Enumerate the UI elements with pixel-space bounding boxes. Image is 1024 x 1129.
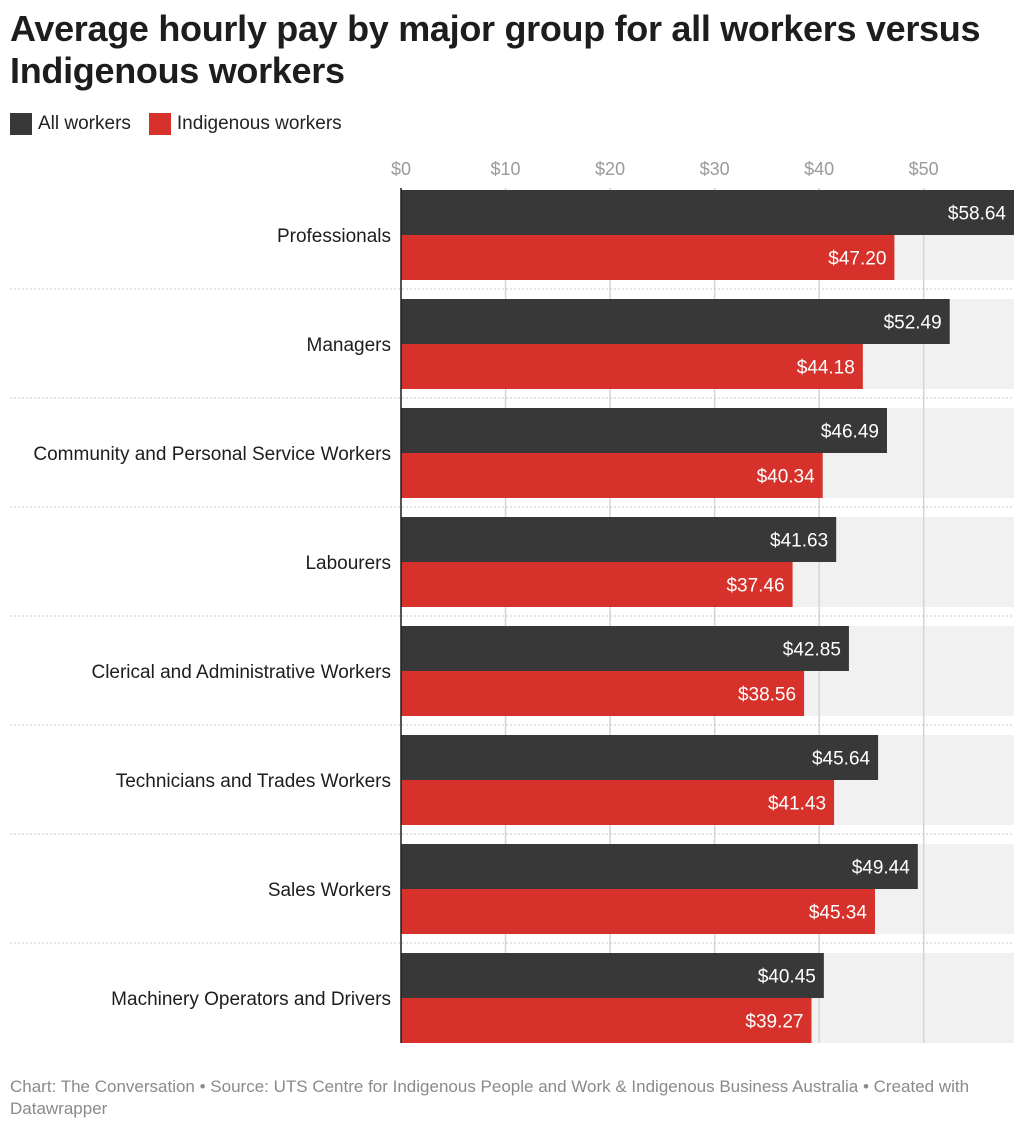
category-label-managers: Managers (307, 335, 392, 356)
category-label-labourers: Labourers (305, 553, 391, 574)
legend-swatch-all-workers (10, 113, 32, 135)
bar-indigenous-workers-community-and-personal-service-workers (401, 453, 823, 498)
value-label: $39.27 (745, 1012, 803, 1033)
value-label: $41.63 (770, 531, 828, 552)
value-label: $52.49 (884, 313, 942, 334)
x-tick-label: $50 (909, 159, 939, 179)
bar-chart: $0 $10 $20 $30 $40 $50 $58.64 $47.20 Professiona… (10, 159, 1014, 1043)
category-label-technicians-and-trades-workers: Technicians and Trades Workers (116, 771, 391, 792)
bar-all-workers-clerical-and-administrative-workers (401, 626, 849, 671)
bar-all-workers-managers (401, 299, 950, 344)
bar-all-workers-community-and-personal-service-workers (401, 408, 887, 453)
bar-all-workers-sales-workers (401, 844, 918, 889)
category-label-machinery-operators-and-drivers: Machinery Operators and Drivers (111, 989, 391, 1010)
bar-all-workers-machinery-operators-and-drivers (401, 953, 824, 998)
bar-indigenous-workers-sales-workers (401, 889, 875, 934)
value-label: $37.46 (726, 576, 784, 597)
bar-indigenous-workers-professionals (401, 235, 895, 280)
category-label-professionals: Professionals (277, 226, 391, 247)
legend-label-indigenous-workers: Indigenous workers (176, 113, 342, 134)
bar-indigenous-workers-machinery-operators-and-drivers (401, 998, 812, 1043)
legend-item-indigenous-workers: Indigenous workers (148, 113, 342, 135)
bar-all-workers-professionals (401, 190, 1014, 235)
value-label: $42.85 (783, 640, 841, 661)
bar-all-workers-labourers (401, 517, 837, 562)
x-tick-label: $0 (391, 159, 411, 179)
bar-indigenous-workers-technicians-and-trades-workers (401, 780, 835, 825)
value-label: $58.64 (948, 204, 1007, 225)
chart-footer: Chart: The Conversation • Source: UTS Ce… (10, 1077, 970, 1118)
category-label-sales-workers: Sales Workers (268, 880, 391, 901)
value-label: $45.34 (809, 903, 868, 924)
value-label: $38.56 (738, 685, 796, 706)
category-label-community-and-personal-service-workers: Community and Personal Service Workers (33, 444, 391, 465)
bar-all-workers-technicians-and-trades-workers (401, 735, 879, 780)
bar-indigenous-workers-managers (401, 344, 863, 389)
value-label: $45.64 (812, 749, 871, 770)
value-label: $49.44 (852, 858, 911, 879)
value-label: $46.49 (821, 422, 879, 443)
value-label: $47.20 (828, 249, 886, 270)
value-label: $40.45 (758, 967, 816, 988)
legend-label-all-workers: All workers (38, 113, 131, 134)
x-tick-label: $20 (595, 159, 625, 179)
value-label: $41.43 (768, 794, 826, 815)
x-tick-label: $40 (804, 159, 834, 179)
value-label: $40.34 (757, 467, 816, 488)
x-tick-label: $30 (700, 159, 730, 179)
legend: All workers Indigenous workers (10, 112, 360, 136)
category-label-clerical-and-administrative-workers: Clerical and Administrative Workers (91, 662, 391, 683)
legend-item-all-workers: All workers (10, 113, 131, 135)
legend-swatch-indigenous-workers (148, 113, 171, 135)
bar-indigenous-workers-clerical-and-administrative-workers (401, 671, 805, 716)
chart-title: Average hourly pay by major group for al… (10, 8, 981, 91)
bar-indigenous-workers-labourers (401, 562, 793, 607)
x-tick-label: $10 (491, 159, 521, 179)
value-label: $44.18 (797, 358, 855, 379)
